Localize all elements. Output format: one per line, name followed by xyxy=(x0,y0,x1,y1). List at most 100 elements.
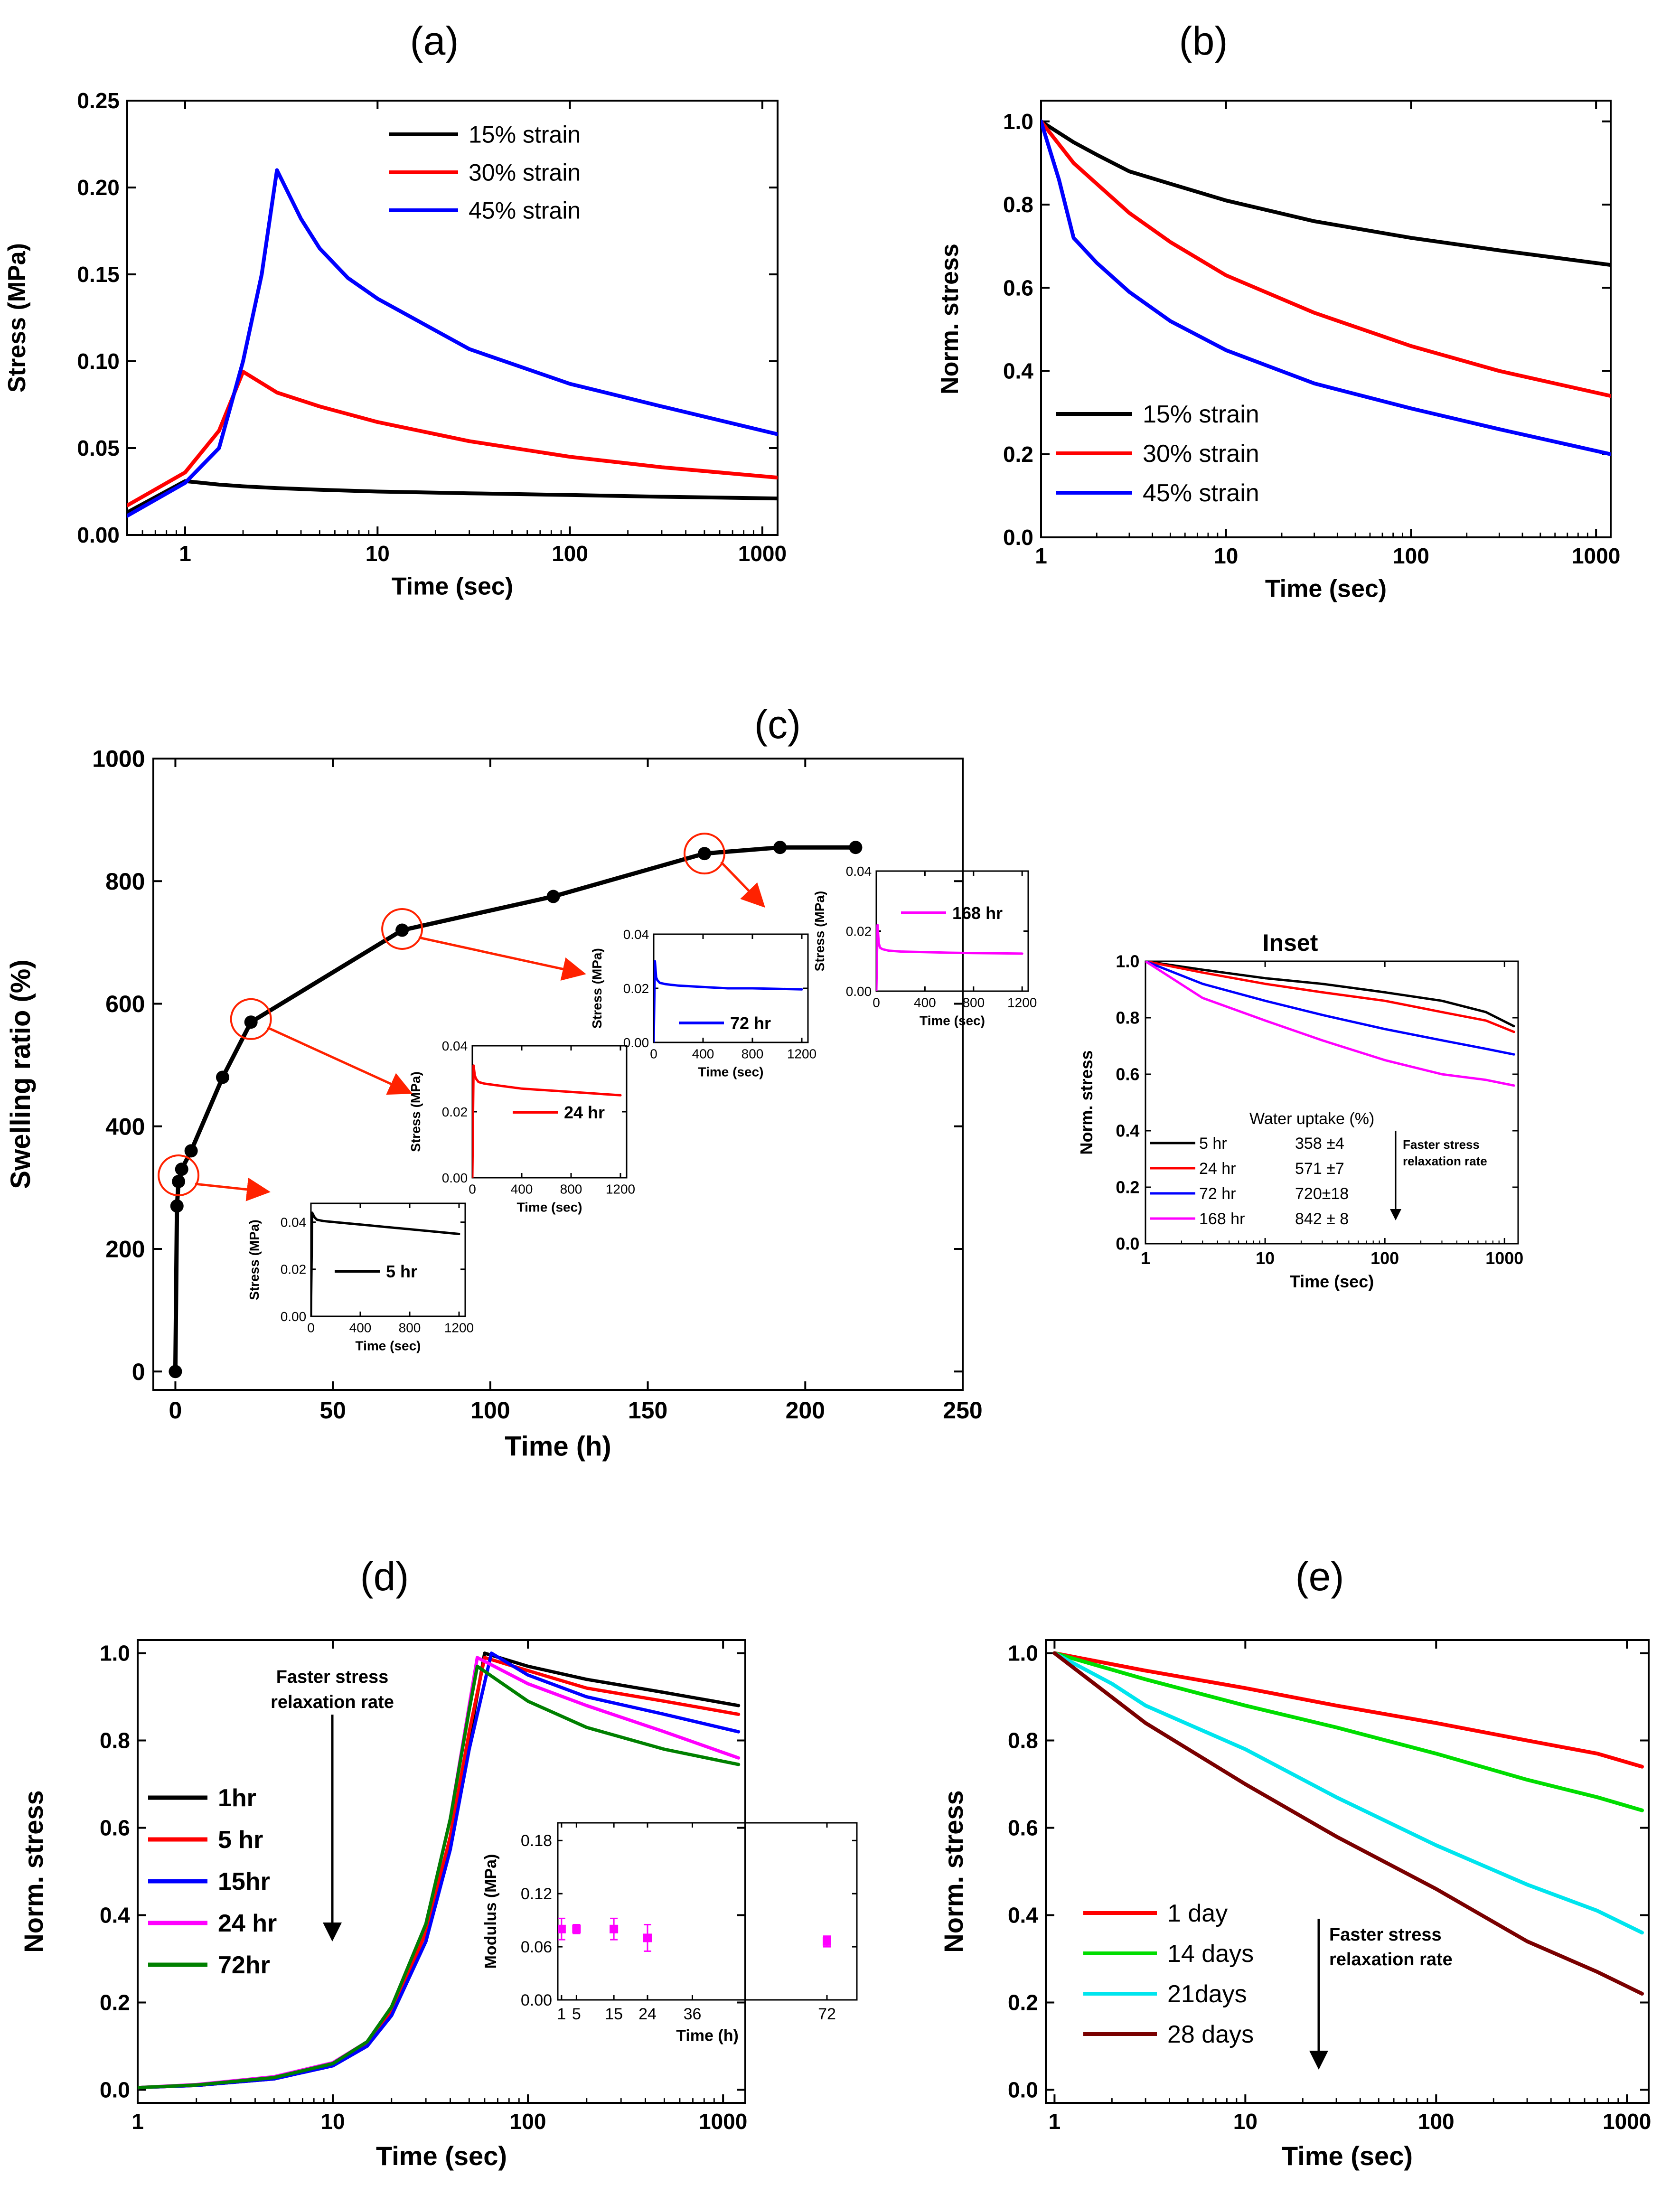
spacer xyxy=(482,1820,484,1823)
legend-label: 72 hr xyxy=(1199,1185,1236,1203)
panel-label: (b) xyxy=(1179,19,1228,63)
x-tick-label: 1200 xyxy=(606,1182,635,1197)
x-axis-label: Time (sec) xyxy=(356,1338,421,1353)
panel-label: (a) xyxy=(410,19,459,63)
y-tick-label: 200 xyxy=(105,1236,145,1263)
panel-label: (c) xyxy=(754,702,801,747)
legend: 15% strain 30% strain 45% strain xyxy=(1056,401,1259,507)
series-line-1-day xyxy=(1052,1651,1644,1769)
series-line-21days xyxy=(1052,1651,1644,1935)
y-axis-label: Modulus (MPa) xyxy=(482,1854,500,1969)
series-line-30-strain xyxy=(127,370,778,507)
data-point xyxy=(175,1163,188,1176)
inset-legend: 5 hr xyxy=(335,1262,417,1281)
x-tick-label: 1 xyxy=(557,2005,566,2023)
highlight-arrow xyxy=(418,936,586,981)
y-tick-label: 800 xyxy=(105,868,145,895)
series-group xyxy=(1145,961,1515,1087)
series-line-72-hr xyxy=(654,960,803,1042)
y-axis-label: Norm. stress xyxy=(939,1790,968,1952)
y-tick-label: 1.0 xyxy=(100,1641,130,1666)
x-tick-label: 1000 xyxy=(1572,544,1620,568)
data-point xyxy=(395,923,409,937)
x-tick-label: 10 xyxy=(1233,2109,1258,2134)
highlight-arrow xyxy=(267,1026,413,1095)
series-line-24-hr xyxy=(1145,961,1515,1033)
plot-frame xyxy=(557,1822,858,2001)
annotation: Faster stress xyxy=(276,1667,389,1687)
data-point xyxy=(169,1365,182,1379)
legend-label: 5 hr xyxy=(1199,1135,1227,1153)
y-tick-label: 0.18 xyxy=(521,1832,552,1850)
y-tick-label: 0.04 xyxy=(623,927,649,942)
y-tick-label: 0.6 xyxy=(1116,1065,1139,1084)
chart-a: 1 10 100 1000 0.00 0.05 0.10 0.15 0.20 0.25 Time (… xyxy=(3,19,787,600)
x-tick-label: 72 xyxy=(818,2005,836,2023)
x-tick-label: 200 xyxy=(786,1397,825,1424)
chart-c_inset_24hr: 0 400 800 1200 0.00 0.02 0.04 Time (sec) Stress … xyxy=(408,1039,635,1215)
legend-uptake: 571 ±7 xyxy=(1295,1160,1344,1178)
x-tick-label: 50 xyxy=(319,1397,346,1424)
y-tick-label: 1.0 xyxy=(1008,1641,1038,1666)
y-axis-label: Stress (MPa) xyxy=(408,1071,423,1152)
y-tick-label: 0.20 xyxy=(77,175,120,200)
x-tick-label: 1200 xyxy=(444,1321,474,1335)
series-line-5-hr xyxy=(1145,961,1515,1028)
y-tick-label: 0.06 xyxy=(521,1938,552,1956)
x-axis-label: Time (sec) xyxy=(1265,575,1387,602)
series-group xyxy=(654,960,803,1042)
x-tick-label: 100 xyxy=(1370,1248,1399,1268)
x-tick-label: 1 xyxy=(131,2109,144,2134)
x-tick-label: 24 xyxy=(638,2005,657,2023)
legend-label: 5 hr xyxy=(386,1262,417,1281)
x-tick-label: 1 xyxy=(1049,2109,1061,2134)
legend: 15% strain 30% strain 45% strain xyxy=(389,122,581,224)
y-tick-label: 0.15 xyxy=(77,262,120,287)
x-axis-label: Time (sec) xyxy=(517,1200,582,1214)
y-tick-label: 0.02 xyxy=(442,1105,468,1119)
y-tick-label: 0.25 xyxy=(77,88,120,113)
legend-label: 168 hr xyxy=(1199,1210,1245,1228)
y-tick-label: 0.12 xyxy=(521,1885,552,1903)
legend-label: 15% strain xyxy=(1143,401,1259,428)
y-axis-label: Norm. stress xyxy=(19,1790,48,1952)
x-tick-label: 400 xyxy=(692,1047,714,1061)
y-tick-label: 0.0 xyxy=(100,2078,130,2102)
y-tick-label: 0.04 xyxy=(846,864,872,879)
series-group xyxy=(876,924,1023,991)
series-group xyxy=(127,168,778,518)
legend-uptake: 720±18 xyxy=(1295,1185,1349,1203)
series-line-24-hr xyxy=(472,1064,622,1178)
legend-label: 30% strain xyxy=(1143,440,1259,468)
series-group xyxy=(169,841,863,1379)
legend-label: 45% strain xyxy=(1143,479,1259,507)
data-point xyxy=(849,841,863,854)
y-tick-label: 0.2 xyxy=(1008,1990,1038,2015)
y-axis-label: Stress (MPa) xyxy=(3,243,31,393)
x-axis-label: Time (sec) xyxy=(1282,2141,1413,2171)
x-tick-label: 10 xyxy=(1214,544,1238,568)
plot-frame xyxy=(1040,100,1612,538)
y-tick-label: 0.00 xyxy=(77,523,120,547)
annotation: relaxation rate xyxy=(1403,1154,1487,1168)
plot-frame xyxy=(310,1202,466,1317)
plot-frame xyxy=(126,100,779,536)
chart-e: 1 10 100 1000 0.0 0.2 0.4 0.6 0.8 1.0 Time (sec) No… xyxy=(939,1554,1651,2171)
y-tick-label: 0.0 xyxy=(1003,525,1033,550)
highlight-circle xyxy=(158,1154,200,1197)
x-tick-label: 1000 xyxy=(738,541,787,566)
annotation: Faster stress xyxy=(1403,1137,1480,1152)
data-point xyxy=(610,1924,619,1933)
x-axis-label: Time (h) xyxy=(505,1431,611,1462)
series-group xyxy=(1041,119,1611,456)
y-tick-label: 0.4 xyxy=(1008,1903,1038,1928)
series-line-30-strain xyxy=(1041,119,1611,398)
y-tick-label: 0.02 xyxy=(281,1262,307,1277)
x-tick-label: 0 xyxy=(469,1182,476,1197)
legend-label: 15hr xyxy=(218,1868,270,1895)
legend-label: 24 hr xyxy=(218,1910,277,1937)
legend: 1 day 14 days 21days 28 days xyxy=(1083,1900,1254,2048)
plot-frame xyxy=(137,1639,746,2104)
data-point xyxy=(216,1070,229,1084)
